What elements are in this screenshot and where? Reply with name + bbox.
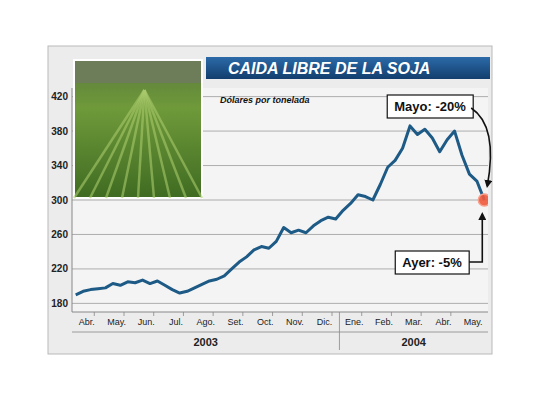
x-tick (153, 312, 154, 316)
x-tick (391, 312, 392, 316)
x-tick-label: Oct. (257, 317, 274, 327)
annotation: Ayer: -5% (395, 251, 469, 274)
photo-row (144, 90, 186, 198)
chart: 180 220 260 300 340 380 420 Abr. May. Jun. Jul. Ago… (0, 0, 540, 405)
x-tick-label: Abr. (435, 317, 451, 327)
x-tick-label: Jun. (138, 317, 155, 327)
x-tick (94, 312, 95, 316)
grid-line (72, 200, 488, 201)
annotation-arrow (471, 108, 490, 186)
plot-area (72, 88, 488, 312)
y-tick-label: 180 (51, 298, 68, 309)
photo-row (144, 90, 202, 198)
y-tick-label: 380 (51, 126, 68, 137)
photo-row (74, 90, 144, 198)
x-tick-label: Abr. (79, 317, 95, 327)
x-tick (332, 312, 333, 316)
card (48, 46, 492, 354)
photo-row (138, 90, 144, 198)
x-tick (272, 312, 273, 316)
photo-background (75, 61, 201, 83)
annotation-text: Ayer: -5% (402, 255, 462, 270)
year-separator (339, 312, 340, 350)
x-tick-label: Nov. (286, 317, 304, 327)
annotation-arrow (469, 214, 482, 262)
x-tick-label: Feb. (375, 317, 393, 327)
x-tick-label: Ago. (196, 317, 215, 327)
annotation-box (387, 95, 473, 118)
x-tick (242, 312, 243, 316)
end-dot (478, 194, 488, 206)
x-tick-label: May. (464, 317, 483, 327)
x-tick-label: Dic. (317, 317, 333, 327)
grid-line (72, 303, 488, 304)
y-tick-label: 340 (51, 160, 68, 171)
x-tick (213, 312, 214, 316)
y-tick-label: 260 (51, 229, 68, 240)
x-tick-label: Jul. (169, 317, 183, 327)
y-axis-line (72, 88, 73, 312)
x-tick (302, 312, 303, 316)
title-bar (206, 57, 490, 79)
photo-row (122, 90, 144, 198)
photo-row (90, 90, 144, 198)
x-tick-label: Set. (227, 317, 243, 327)
year-label: 2004 (401, 336, 426, 348)
annotation-text: Mayo: -20% (394, 99, 466, 114)
photo-row (106, 90, 144, 198)
y-tick-label: 220 (51, 263, 68, 274)
x-tick (361, 312, 362, 316)
subtitle: Dólares por tonelada (220, 95, 310, 105)
x-tick (450, 312, 451, 316)
x-axis-line (72, 312, 488, 313)
x-tick-label: May. (107, 317, 126, 327)
year-band-line (72, 332, 488, 333)
x-tick (124, 312, 125, 316)
x-tick-label: Mar. (405, 317, 423, 327)
year-label: 2003 (193, 336, 217, 348)
annotation: Mayo: -20% (387, 95, 473, 118)
title: CAIDA LIBRE DE LA SOJA (228, 60, 430, 77)
y-tick-label: 300 (51, 195, 68, 206)
x-tick-label: Ene. (345, 317, 364, 327)
y-tick-label: 420 (51, 91, 68, 102)
annotation-box (395, 251, 469, 274)
x-tick (183, 312, 184, 316)
x-tick (421, 312, 422, 316)
photo (74, 60, 202, 198)
